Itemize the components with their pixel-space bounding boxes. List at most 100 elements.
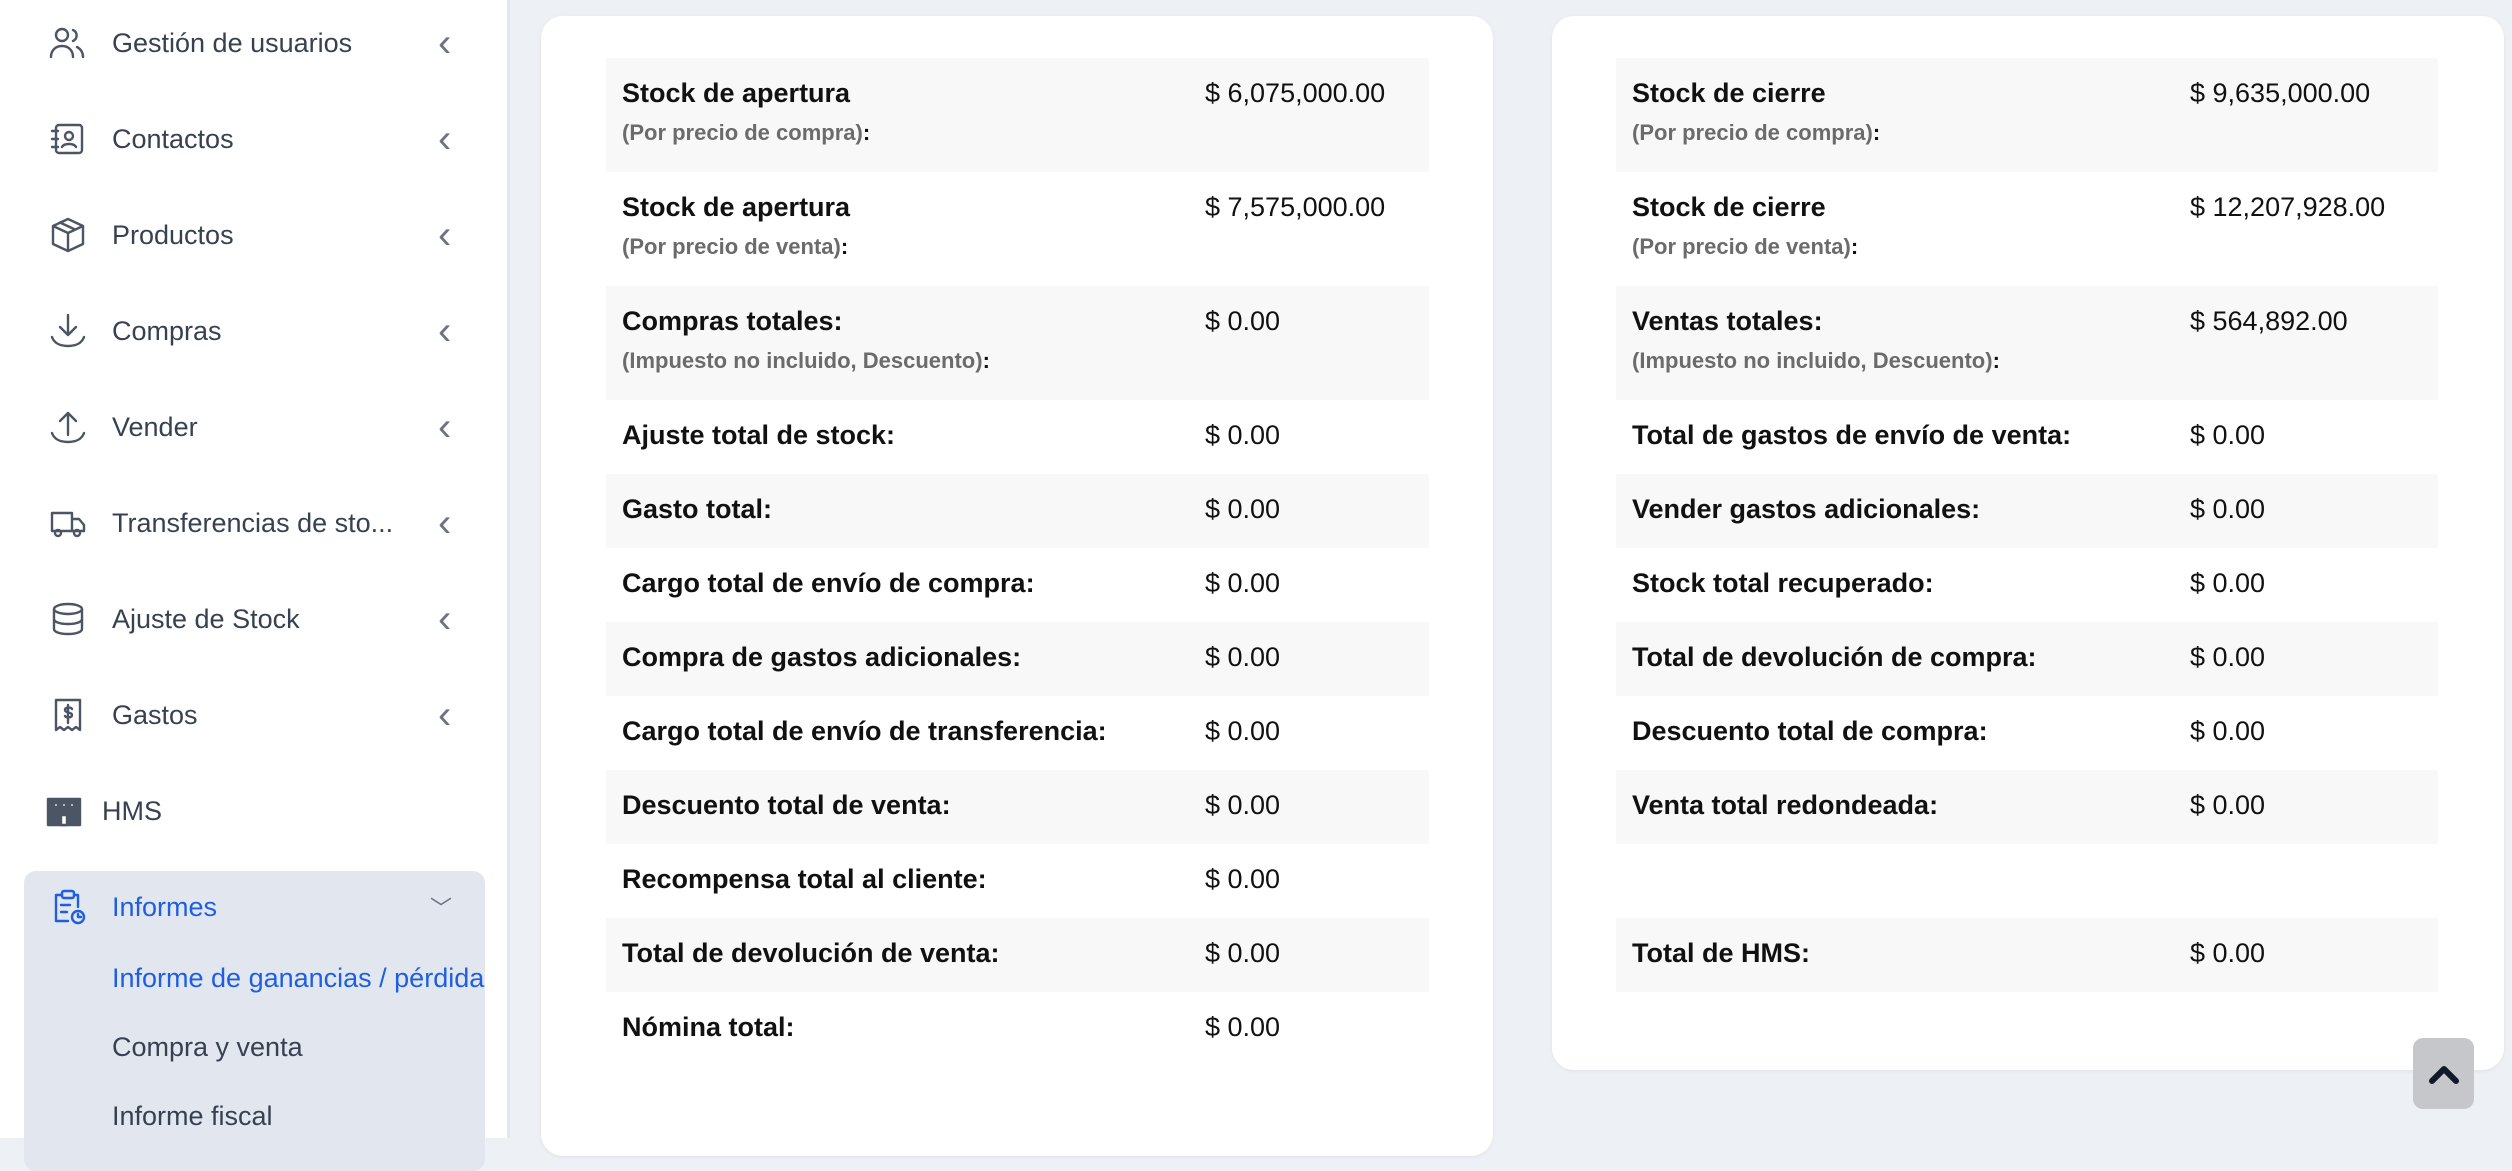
table-row: Venta total redondeada: $ 0.00: [1616, 770, 2438, 844]
row-label: Vender gastos adicionales:: [1632, 494, 1981, 524]
row-label: Total de gastos de envío de venta:: [1632, 420, 2072, 450]
chevron-left-icon: ‹: [438, 500, 452, 545]
chevron-left-icon: ‹: [438, 212, 452, 257]
sidebar-item-label: Gastos: [112, 699, 198, 730]
row-value: $ 0.00: [1205, 1012, 1281, 1042]
row-label: Cargo total de envío de compra:: [622, 568, 1035, 598]
row-value: $ 7,575,000.00: [1205, 192, 1386, 222]
chevron-down-icon: ﹀: [430, 896, 453, 921]
table-row: Total de gastos de envío de venta: $ 0.00: [1616, 400, 2438, 474]
table-row: Stock de apertura (Por precio de compra):…: [606, 58, 1429, 172]
row-label: Cargo total de envío de transferencia:: [622, 716, 1107, 746]
row-label: Stock de cierre: [1632, 78, 1826, 108]
row-label: Compra de gastos adicionales:: [622, 642, 1022, 672]
sidebar-subitem[interactable]: Compra y venta: [112, 1032, 303, 1062]
sidebar-item-gastos[interactable]: Gastos ‹: [0, 675, 490, 755]
sidebar-item-label: Contactos: [112, 123, 234, 154]
row-label: Total de devolución de compra:: [1632, 642, 2037, 672]
row-label: Recompensa total al cliente:: [622, 864, 987, 894]
chevron-up-icon: [2428, 1065, 2459, 1084]
table-row: Total de devolución de venta: $ 0.00: [606, 918, 1429, 992]
row-value: $ 0.00: [1205, 568, 1281, 598]
row-value: $ 0.00: [2190, 716, 2266, 746]
sidebar-item-label: Compras: [112, 315, 222, 346]
row-value: $ 0.00: [2190, 790, 2266, 820]
table-row: Stock total recuperado: $ 0.00: [1616, 548, 2438, 622]
row-value: $ 0.00: [1205, 642, 1281, 672]
row-sublabel: (Por precio de compra):: [622, 120, 871, 145]
row-value: $ 0.00: [1205, 420, 1281, 450]
receipt-dollar-icon: [54, 698, 82, 732]
clipboard-clock-icon: [54, 889, 86, 925]
closing-stock-card: Stock de cierre (Por precio de compra): $ …: [1552, 16, 2504, 1070]
row-label: Gasto total:: [622, 494, 773, 524]
table-row: Vender gastos adicionales: $ 0.00: [1616, 474, 2438, 548]
table-row: Descuento total de venta: $ 0.00: [606, 770, 1429, 844]
contact-card-icon: [50, 123, 84, 155]
table-row: Cargo total de envío de compra: $ 0.00: [606, 548, 1429, 622]
row-value: $ 0.00: [1205, 494, 1281, 524]
table-row: Recompensa total al cliente: $ 0.00: [606, 844, 1429, 918]
row-sublabel: (Por precio de venta):: [1632, 234, 1859, 259]
row-value: $ 0.00: [2190, 494, 2266, 524]
sidebar-item-label: Productos: [112, 219, 234, 250]
informes-group: [24, 871, 485, 1171]
sidebar-item-vender[interactable]: Vender ‹: [0, 387, 490, 467]
row-value: $ 0.00: [2190, 642, 2266, 672]
truck-icon: [50, 511, 86, 538]
sidebar-item-compras[interactable]: Compras ‹: [0, 291, 490, 371]
chevron-left-icon: ‹: [438, 308, 452, 353]
table-row: Total de HMS: $ 0.00: [1616, 918, 2438, 992]
row-value: $ 0.00: [1205, 864, 1281, 894]
row-label: Total de HMS:: [1632, 938, 1810, 968]
sidebar-item-label: Ajuste de Stock: [112, 603, 300, 634]
sidebar-item-label: Vender: [112, 411, 198, 442]
row-value: $ 0.00: [1205, 938, 1281, 968]
table-row: Nómina total: $ 0.00: [606, 992, 1429, 1066]
row-value: $ 0.00: [1205, 716, 1281, 746]
sidebar-item-label: Transferencias de sto...: [112, 507, 394, 538]
sidebar-item-transferencias-de-sto[interactable]: Transferencias de sto... ‹: [0, 483, 490, 563]
row-label: Descuento total de venta:: [622, 790, 951, 820]
table-row: Stock de cierre (Por precio de compra): $ …: [1616, 58, 2438, 172]
row-sublabel: (Impuesto no incluido, Descuento):: [622, 348, 990, 373]
row-value: $ 9,635,000.00: [2190, 78, 2371, 108]
row-value: $ 6,075,000.00: [1205, 78, 1386, 108]
table-row: Gasto total: $ 0.00: [606, 474, 1429, 548]
row-label: Nómina total:: [622, 1012, 795, 1042]
table-row: Descuento total de compra: $ 0.00: [1616, 696, 2438, 770]
scroll-to-top-button[interactable]: [2413, 1038, 2474, 1109]
row-label: Stock de cierre: [1632, 192, 1826, 222]
row-value: $ 0.00: [2190, 568, 2266, 598]
table-row: Cargo total de envío de transferencia: $ …: [606, 696, 1429, 770]
row-sublabel: (Por precio de venta):: [622, 234, 849, 259]
sidebar-item-hms[interactable]: HMS: [0, 771, 490, 851]
sidebar-subitem[interactable]: Informe de ganancias / pérdidas: [112, 963, 485, 993]
chevron-left-icon: ‹: [438, 116, 452, 161]
row-label: Stock de apertura: [622, 192, 851, 222]
row-label: Compras totales:: [622, 306, 843, 336]
sidebar-item-informes[interactable]: Informes ﹀: [0, 867, 490, 947]
sidebar: Gestión de usuarios ‹ Contactos ‹ Productos ‹…: [0, 0, 510, 1171]
sidebar-item-productos[interactable]: Productos ‹: [0, 195, 490, 275]
upload-icon: [50, 411, 86, 444]
table-row: [1616, 844, 2438, 918]
row-sublabel: (Por precio de compra):: [1632, 120, 1881, 145]
chevron-left-icon: ‹: [438, 692, 452, 737]
row-value: $ 0.00: [1205, 306, 1281, 336]
sidebar-item-contactos[interactable]: Contactos ‹: [0, 99, 490, 179]
sidebar-item-gesti-n-de-usuarios[interactable]: Gestión de usuarios ‹: [0, 3, 490, 83]
row-value: $ 564,892.00: [2190, 306, 2348, 336]
row-sublabel: (Impuesto no incluido, Descuento):: [1632, 348, 2000, 373]
row-value: $ 0.00: [2190, 938, 2266, 968]
download-icon: [50, 313, 86, 348]
row-label: Descuento total de compra:: [1632, 716, 1988, 746]
sidebar-subitem[interactable]: Informe fiscal: [112, 1101, 273, 1131]
row-label: Stock de apertura: [622, 78, 851, 108]
sidebar-item-label: Gestión de usuarios: [112, 27, 353, 58]
table-row: Compras totales: (Impuesto no incluido, D…: [606, 286, 1429, 400]
row-label: Stock total recuperado:: [1632, 568, 1934, 598]
chevron-left-icon: ‹: [438, 404, 452, 449]
table-row: Stock de cierre (Por precio de venta): $ 1…: [1616, 172, 2438, 286]
sidebar-item-ajuste-de-stock[interactable]: Ajuste de Stock ‹: [0, 579, 490, 659]
